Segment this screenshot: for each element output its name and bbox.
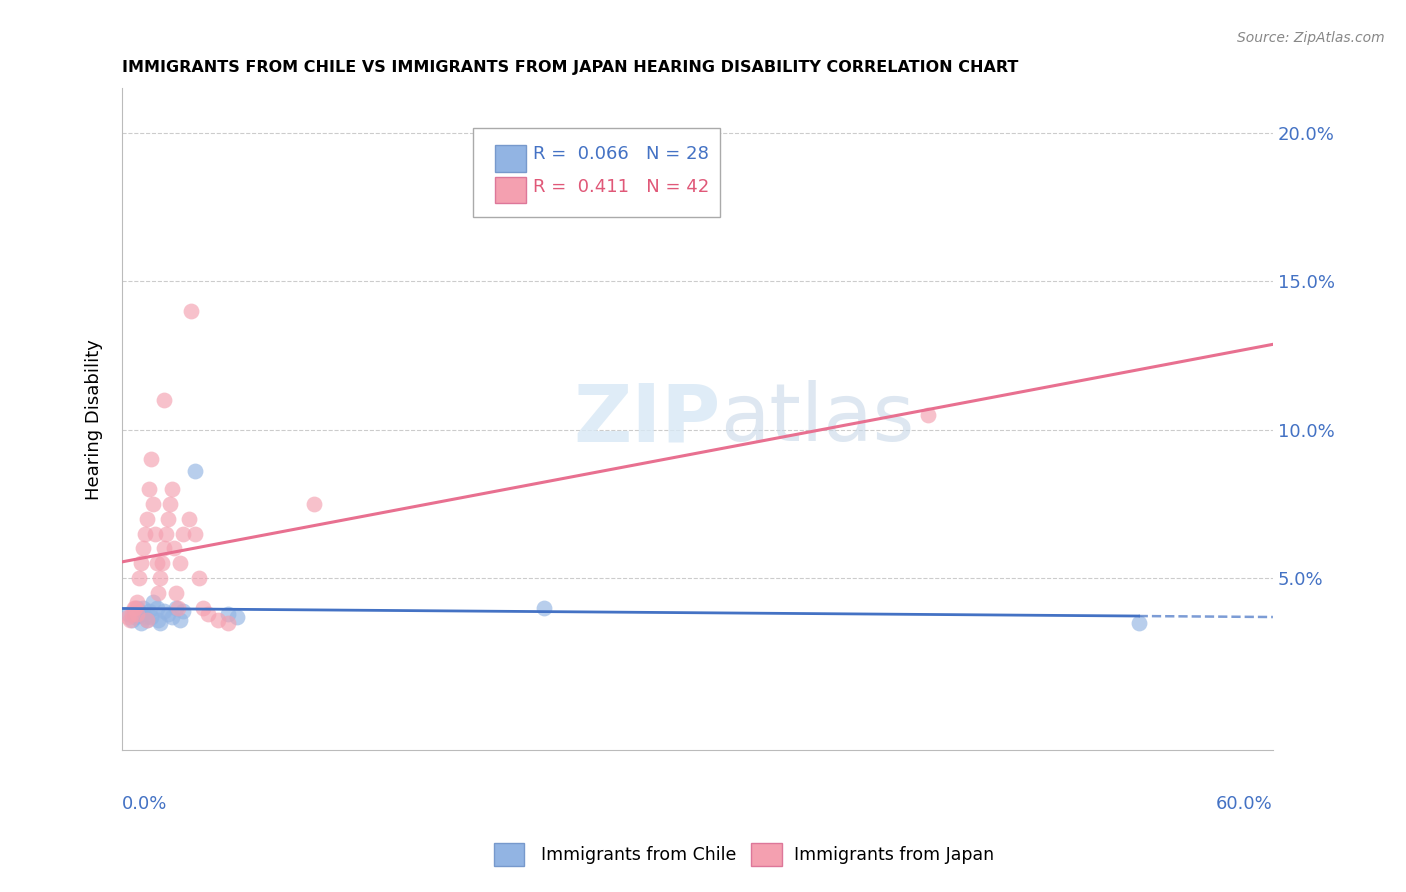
Point: [127, 607, 149, 621]
Point: [118, 613, 141, 627]
Point: [121, 613, 143, 627]
Text: 60.0%: 60.0%: [1216, 795, 1272, 813]
Text: Immigrants from Chile: Immigrants from Chile: [541, 846, 737, 863]
Point: [172, 604, 194, 618]
Point: [160, 609, 183, 624]
Point: [149, 615, 172, 630]
Point: [166, 600, 188, 615]
Text: IMMIGRANTS FROM CHILE VS IMMIGRANTS FROM JAPAN HEARING DISABILITY CORRELATION CH: IMMIGRANTS FROM CHILE VS IMMIGRANTS FROM…: [122, 60, 1018, 75]
Point: [217, 607, 239, 621]
Point: [917, 408, 939, 422]
Point: [184, 526, 207, 541]
Point: [117, 609, 139, 624]
Text: Immigrants from Japan: Immigrants from Japan: [794, 846, 994, 863]
Point: [207, 613, 229, 627]
Point: [150, 557, 173, 571]
Point: [148, 613, 170, 627]
Point: [142, 497, 165, 511]
Point: [197, 607, 219, 621]
FancyBboxPatch shape: [472, 128, 720, 218]
Point: [128, 604, 150, 618]
Point: [139, 452, 162, 467]
Point: [132, 600, 155, 615]
Point: [533, 600, 555, 615]
Point: [217, 615, 239, 630]
Point: [128, 571, 150, 585]
Point: [179, 512, 201, 526]
Point: [180, 304, 202, 318]
Point: [127, 595, 149, 609]
Point: [187, 571, 209, 585]
Point: [163, 541, 186, 556]
Point: [157, 607, 180, 621]
Point: [159, 497, 181, 511]
Point: [134, 609, 156, 624]
Point: [117, 607, 139, 621]
Y-axis label: Hearing Disability: Hearing Disability: [86, 339, 103, 500]
Point: [121, 607, 143, 621]
Point: [169, 557, 191, 571]
Point: [136, 613, 159, 627]
Point: [172, 526, 194, 541]
Point: [129, 607, 152, 621]
Point: [165, 600, 187, 615]
Point: [145, 557, 167, 571]
Point: [124, 600, 146, 615]
Point: [134, 526, 156, 541]
Text: Source: ZipAtlas.com: Source: ZipAtlas.com: [1237, 31, 1385, 45]
Point: [139, 609, 162, 624]
Point: [143, 526, 166, 541]
Point: [160, 482, 183, 496]
Point: [129, 615, 152, 630]
Point: [149, 571, 172, 585]
Point: [1128, 615, 1150, 630]
Point: [191, 600, 214, 615]
Point: [165, 586, 187, 600]
Point: [153, 541, 176, 556]
Point: [129, 557, 152, 571]
Point: [153, 392, 176, 407]
Point: [122, 600, 145, 615]
Text: atlas: atlas: [720, 380, 915, 458]
Point: [138, 604, 160, 618]
Text: R =  0.066   N = 28: R = 0.066 N = 28: [533, 145, 709, 163]
Point: [145, 600, 167, 615]
Point: [226, 609, 249, 624]
Point: [127, 600, 149, 615]
Text: 0.0%: 0.0%: [122, 795, 167, 813]
Point: [169, 613, 191, 627]
Point: [122, 607, 145, 621]
Point: [155, 526, 177, 541]
Point: [138, 482, 160, 496]
Text: ZIP: ZIP: [574, 380, 720, 458]
FancyBboxPatch shape: [495, 145, 526, 171]
Point: [148, 586, 170, 600]
Point: [302, 497, 325, 511]
FancyBboxPatch shape: [495, 177, 526, 203]
Point: [153, 604, 176, 618]
Point: [124, 609, 146, 624]
Point: [136, 512, 159, 526]
Point: [142, 595, 165, 609]
Point: [157, 512, 180, 526]
Text: R =  0.411   N = 42: R = 0.411 N = 42: [533, 178, 709, 195]
Point: [136, 613, 159, 627]
Point: [132, 541, 155, 556]
Point: [184, 464, 207, 478]
